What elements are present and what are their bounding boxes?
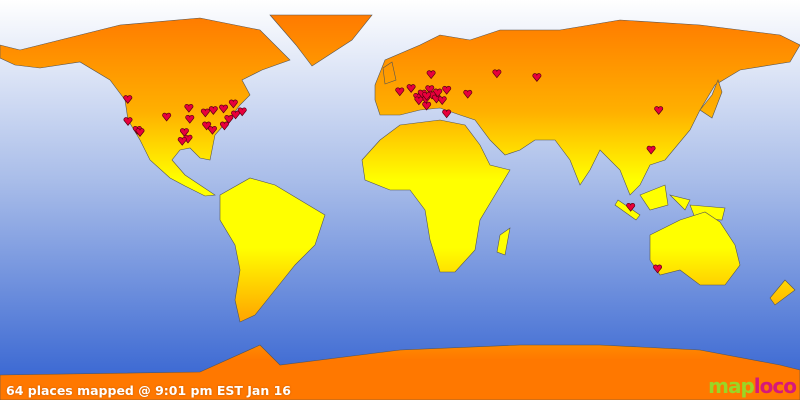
place-marker-heart-icon[interactable] — [406, 84, 416, 93]
new-zealand — [769, 279, 796, 306]
place-marker-heart-icon[interactable] — [654, 106, 664, 115]
places-mapped-caption: 64 places mapped @ 9:01 pm EST Jan 16 — [6, 383, 291, 398]
logo-part-map: map — [708, 374, 755, 398]
place-marker-heart-icon[interactable] — [426, 70, 436, 80]
place-marker-heart-icon[interactable] — [219, 121, 229, 131]
place-marker-heart-icon[interactable] — [202, 121, 212, 131]
japan — [699, 79, 723, 119]
indonesia — [614, 184, 726, 221]
place-marker-heart-icon[interactable] — [437, 96, 447, 106]
place-marker-heart-icon[interactable] — [463, 89, 473, 99]
place-marker-heart-icon[interactable] — [177, 136, 187, 146]
markers-layer — [123, 69, 664, 274]
africa — [361, 119, 511, 273]
place-marker-heart-icon[interactable] — [626, 202, 636, 212]
place-marker-heart-icon[interactable] — [228, 99, 238, 109]
place-marker-heart-icon[interactable] — [123, 95, 133, 104]
antarctica — [0, 344, 800, 400]
maploco-logo[interactable]: maploco — [708, 374, 797, 398]
place-marker-heart-icon[interactable] — [200, 108, 210, 118]
eurasia — [374, 19, 800, 196]
place-marker-heart-icon[interactable] — [422, 101, 432, 111]
place-marker-heart-icon[interactable] — [395, 87, 405, 97]
place-marker-heart-icon[interactable] — [184, 103, 194, 113]
north-america — [0, 17, 291, 197]
place-marker-heart-icon[interactable] — [442, 109, 452, 119]
place-marker-heart-icon[interactable] — [532, 73, 542, 82]
place-marker-heart-icon[interactable] — [179, 128, 189, 137]
greenland — [269, 14, 373, 67]
place-marker-heart-icon[interactable] — [433, 88, 443, 98]
place-marker-heart-icon[interactable] — [208, 106, 218, 115]
place-marker-heart-icon[interactable] — [414, 96, 424, 106]
place-marker-heart-icon[interactable] — [646, 145, 656, 155]
madagascar — [496, 227, 511, 256]
place-marker-heart-icon[interactable] — [219, 104, 229, 114]
uk — [382, 61, 397, 85]
place-marker-heart-icon[interactable] — [123, 117, 133, 126]
place-marker-heart-icon[interactable] — [492, 69, 502, 79]
australia — [649, 211, 741, 286]
south-america — [219, 177, 326, 323]
place-marker-heart-icon[interactable] — [422, 91, 432, 101]
place-marker-heart-icon[interactable] — [135, 128, 145, 137]
place-marker-heart-icon[interactable] — [185, 114, 195, 124]
place-marker-heart-icon[interactable] — [653, 264, 663, 274]
place-marker-heart-icon[interactable] — [425, 85, 435, 95]
place-marker-heart-icon[interactable] — [442, 85, 452, 95]
place-marker-heart-icon[interactable] — [224, 114, 234, 124]
logo-part-loco: loco — [753, 374, 797, 398]
place-marker-heart-icon[interactable] — [237, 107, 247, 117]
place-marker-heart-icon[interactable] — [162, 112, 172, 122]
